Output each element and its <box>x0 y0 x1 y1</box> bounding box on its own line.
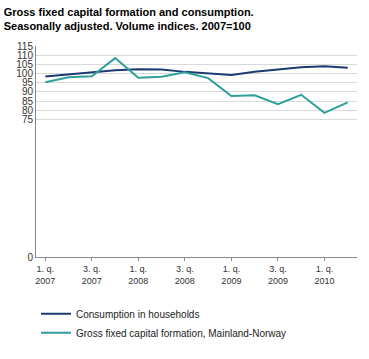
svg-text:115: 115 <box>17 41 33 52</box>
svg-text:100: 100 <box>16 68 33 79</box>
svg-text:80: 80 <box>22 105 34 116</box>
svg-text:1. q.2008: 1. q.2008 <box>128 264 148 286</box>
svg-text:Consumption in households: Consumption in households <box>76 309 199 320</box>
svg-text:85: 85 <box>22 96 34 107</box>
svg-text:110: 110 <box>17 50 33 61</box>
svg-text:0: 0 <box>27 252 33 263</box>
svg-text:75: 75 <box>22 114 34 125</box>
svg-text:1. q.2010: 1. q.2010 <box>314 264 334 286</box>
svg-text:1. q.2007: 1. q.2007 <box>35 264 55 286</box>
svg-text:95: 95 <box>22 77 34 88</box>
svg-text:90: 90 <box>22 86 34 97</box>
svg-text:Gross fixed capital formation,: Gross fixed capital formation, Mainland-… <box>76 328 286 339</box>
svg-text:1. q.2009: 1. q.2009 <box>221 264 241 286</box>
svg-text:Gross fixed capital formation: Gross fixed capital formation and consum… <box>4 6 254 32</box>
svg-text:3. q.2009: 3. q.2009 <box>268 264 288 286</box>
svg-text:3. q.2008: 3. q.2008 <box>175 264 195 286</box>
svg-text:3. q.2007: 3. q.2007 <box>82 264 102 286</box>
svg-text:105: 105 <box>16 59 33 70</box>
